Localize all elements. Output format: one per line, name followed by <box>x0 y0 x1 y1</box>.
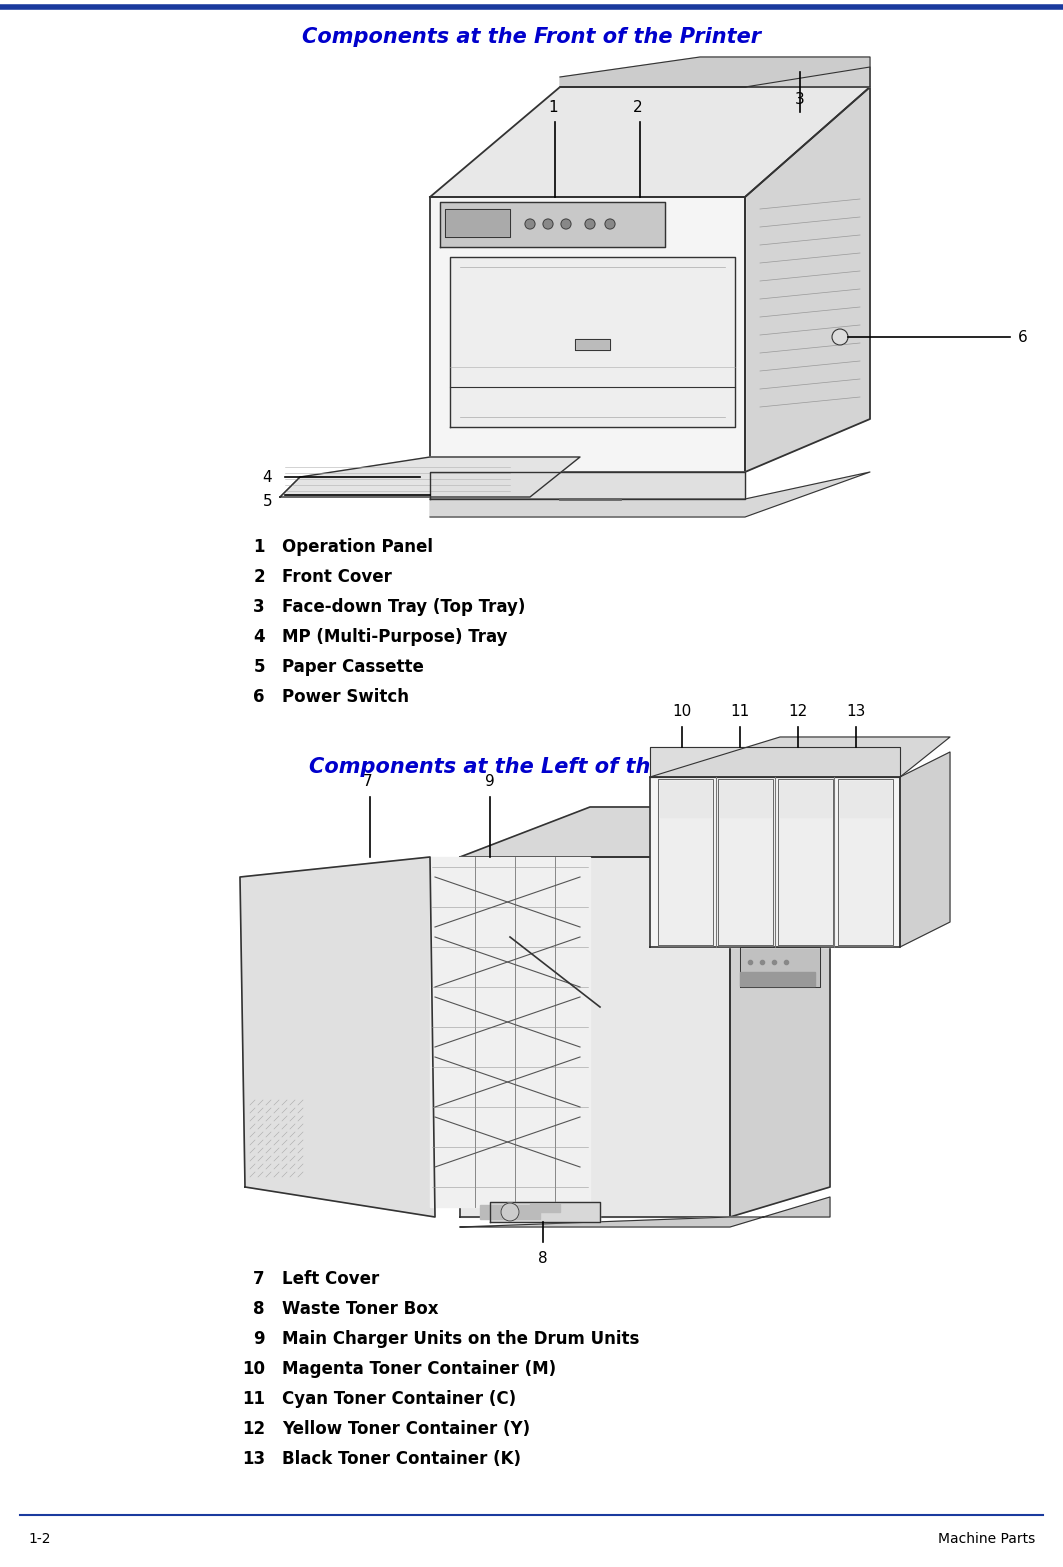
Text: Cyan Toner Container (C): Cyan Toner Container (C) <box>282 1390 517 1409</box>
Polygon shape <box>431 88 870 197</box>
Polygon shape <box>780 780 831 816</box>
Circle shape <box>585 219 595 229</box>
Text: 13: 13 <box>846 704 865 719</box>
Text: 6: 6 <box>253 688 265 707</box>
Polygon shape <box>740 946 820 987</box>
Text: Yellow Toner Container (Y): Yellow Toner Container (Y) <box>282 1420 530 1439</box>
Polygon shape <box>490 1202 600 1222</box>
Text: 11: 11 <box>242 1390 265 1409</box>
Polygon shape <box>460 857 730 1218</box>
Text: 5: 5 <box>253 658 265 675</box>
Polygon shape <box>480 1205 540 1219</box>
Polygon shape <box>440 202 665 248</box>
Text: 12: 12 <box>789 704 808 719</box>
Text: 2: 2 <box>634 100 643 114</box>
Text: 1: 1 <box>549 100 558 114</box>
Polygon shape <box>460 807 830 857</box>
Polygon shape <box>658 779 713 945</box>
Text: Operation Panel: Operation Panel <box>282 537 433 556</box>
Text: Components at the Left of the Printer: Components at the Left of the Printer <box>309 757 753 777</box>
Circle shape <box>501 1203 519 1221</box>
Polygon shape <box>575 338 610 349</box>
Polygon shape <box>450 257 735 426</box>
Text: 8: 8 <box>253 1301 265 1318</box>
Circle shape <box>605 219 615 229</box>
Text: 4: 4 <box>263 470 272 484</box>
Text: Paper Cassette: Paper Cassette <box>282 658 424 675</box>
Polygon shape <box>431 197 745 472</box>
Text: Magenta Toner Container (M): Magenta Toner Container (M) <box>282 1360 556 1377</box>
Polygon shape <box>838 779 893 945</box>
Text: 9: 9 <box>253 1330 265 1348</box>
Text: 1: 1 <box>253 537 265 556</box>
Polygon shape <box>740 972 815 986</box>
Polygon shape <box>778 779 833 945</box>
Polygon shape <box>730 827 830 1218</box>
Polygon shape <box>660 780 711 816</box>
Polygon shape <box>745 88 870 472</box>
Text: 6: 6 <box>1018 329 1028 345</box>
Text: 2: 2 <box>253 567 265 586</box>
Text: 10: 10 <box>242 1360 265 1377</box>
Text: Main Charger Units on the Drum Units: Main Charger Units on the Drum Units <box>282 1330 639 1348</box>
Text: 7: 7 <box>253 1269 265 1288</box>
Polygon shape <box>649 736 950 777</box>
Polygon shape <box>280 458 580 497</box>
Text: 3: 3 <box>253 599 265 616</box>
Text: 7: 7 <box>364 774 373 790</box>
Text: 12: 12 <box>242 1420 265 1439</box>
Text: Black Toner Container (K): Black Toner Container (K) <box>282 1449 521 1468</box>
Text: Front Cover: Front Cover <box>282 567 392 586</box>
Text: Power Switch: Power Switch <box>282 688 409 707</box>
Text: Left Cover: Left Cover <box>282 1269 379 1288</box>
Polygon shape <box>530 1203 560 1211</box>
Text: Face-down Tray (Top Tray): Face-down Tray (Top Tray) <box>282 599 525 616</box>
Polygon shape <box>431 472 745 498</box>
Polygon shape <box>900 752 950 946</box>
Polygon shape <box>649 747 900 777</box>
Polygon shape <box>240 857 435 1218</box>
Polygon shape <box>560 56 870 88</box>
Polygon shape <box>560 67 870 88</box>
Polygon shape <box>460 1197 830 1227</box>
Text: Waste Toner Box: Waste Toner Box <box>282 1301 439 1318</box>
Circle shape <box>561 219 571 229</box>
Circle shape <box>832 329 848 345</box>
Text: 5: 5 <box>263 495 272 509</box>
Text: 3: 3 <box>795 92 805 107</box>
Text: Machine Parts: Machine Parts <box>938 1533 1035 1547</box>
Polygon shape <box>649 777 900 946</box>
Text: 13: 13 <box>242 1449 265 1468</box>
Polygon shape <box>431 857 590 1207</box>
Polygon shape <box>431 472 870 517</box>
Text: Components at the Front of the Printer: Components at the Front of the Printer <box>302 27 760 47</box>
Polygon shape <box>840 780 891 816</box>
Circle shape <box>525 219 535 229</box>
Circle shape <box>543 219 553 229</box>
Text: 1-2: 1-2 <box>28 1533 51 1547</box>
Polygon shape <box>718 779 773 945</box>
Text: 8: 8 <box>538 1250 547 1266</box>
Text: MP (Multi-Purpose) Tray: MP (Multi-Purpose) Tray <box>282 628 507 646</box>
Polygon shape <box>445 208 510 237</box>
Polygon shape <box>720 780 771 816</box>
Text: 4: 4 <box>253 628 265 646</box>
Text: 11: 11 <box>730 704 749 719</box>
Text: 10: 10 <box>673 704 692 719</box>
Text: 9: 9 <box>485 774 495 790</box>
